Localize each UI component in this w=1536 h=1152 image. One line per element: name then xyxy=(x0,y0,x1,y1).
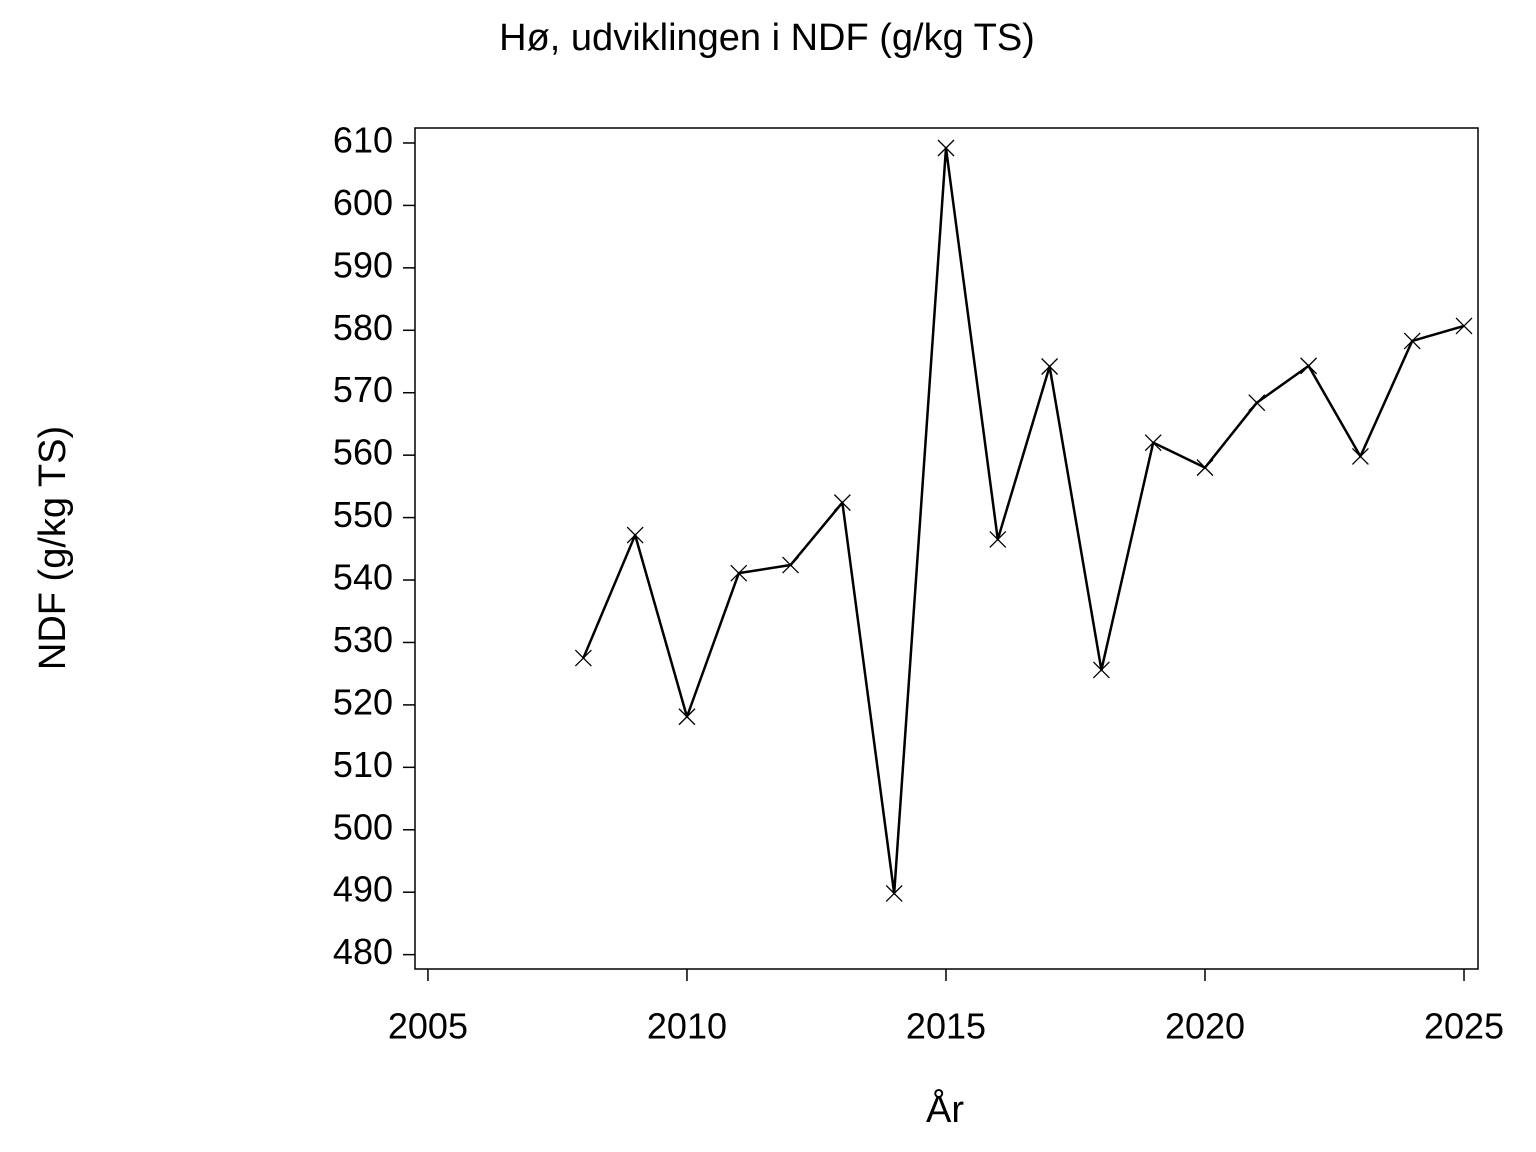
chart-title: Hø, udviklingen i NDF (g/kg TS) xyxy=(499,17,1035,59)
y-tick-label: 530 xyxy=(333,619,393,660)
x-tick-label: 2005 xyxy=(388,1006,468,1047)
y-tick-label: 560 xyxy=(333,432,393,473)
y-axis-label: NDF (g/kg TS) xyxy=(32,426,74,670)
y-tick-label: 550 xyxy=(333,494,393,535)
marker xyxy=(730,564,748,582)
y-tick-label: 600 xyxy=(333,182,393,223)
y-tick-label: 520 xyxy=(333,681,393,722)
marker xyxy=(1041,358,1059,375)
y-tick-label: 500 xyxy=(333,806,393,847)
marker xyxy=(1248,394,1266,412)
marker xyxy=(937,139,955,157)
y-tick-label: 590 xyxy=(333,244,393,285)
y-tick-label: 580 xyxy=(333,307,393,348)
marker xyxy=(1455,317,1473,335)
line xyxy=(582,146,1465,895)
marker xyxy=(782,556,800,574)
marker xyxy=(833,494,851,512)
marker xyxy=(1196,459,1214,477)
marker xyxy=(1351,447,1369,465)
marker xyxy=(678,708,696,726)
x-tick-label: 2015 xyxy=(906,1006,986,1047)
x-tick-label: 2025 xyxy=(1424,1006,1504,1047)
marker xyxy=(574,649,592,667)
marker xyxy=(1144,434,1162,452)
plot-frame xyxy=(414,127,1479,970)
x-axis-label: År xyxy=(926,1087,964,1131)
y-tick-label: 610 xyxy=(333,120,393,161)
x-tick-label: 2020 xyxy=(1165,1006,1245,1047)
marker xyxy=(1092,661,1110,679)
marker xyxy=(885,884,903,902)
y-tick-label: 480 xyxy=(333,931,393,972)
marker xyxy=(1300,357,1318,375)
y-tick-label: 540 xyxy=(333,557,393,598)
y-tick-label: 490 xyxy=(333,869,393,910)
marker xyxy=(989,530,1007,548)
y-tick-label: 510 xyxy=(333,744,393,785)
marker xyxy=(1403,332,1421,350)
marker xyxy=(626,526,644,544)
x-tick-label: 2010 xyxy=(647,1006,727,1047)
y-tick-label: 570 xyxy=(333,369,393,410)
